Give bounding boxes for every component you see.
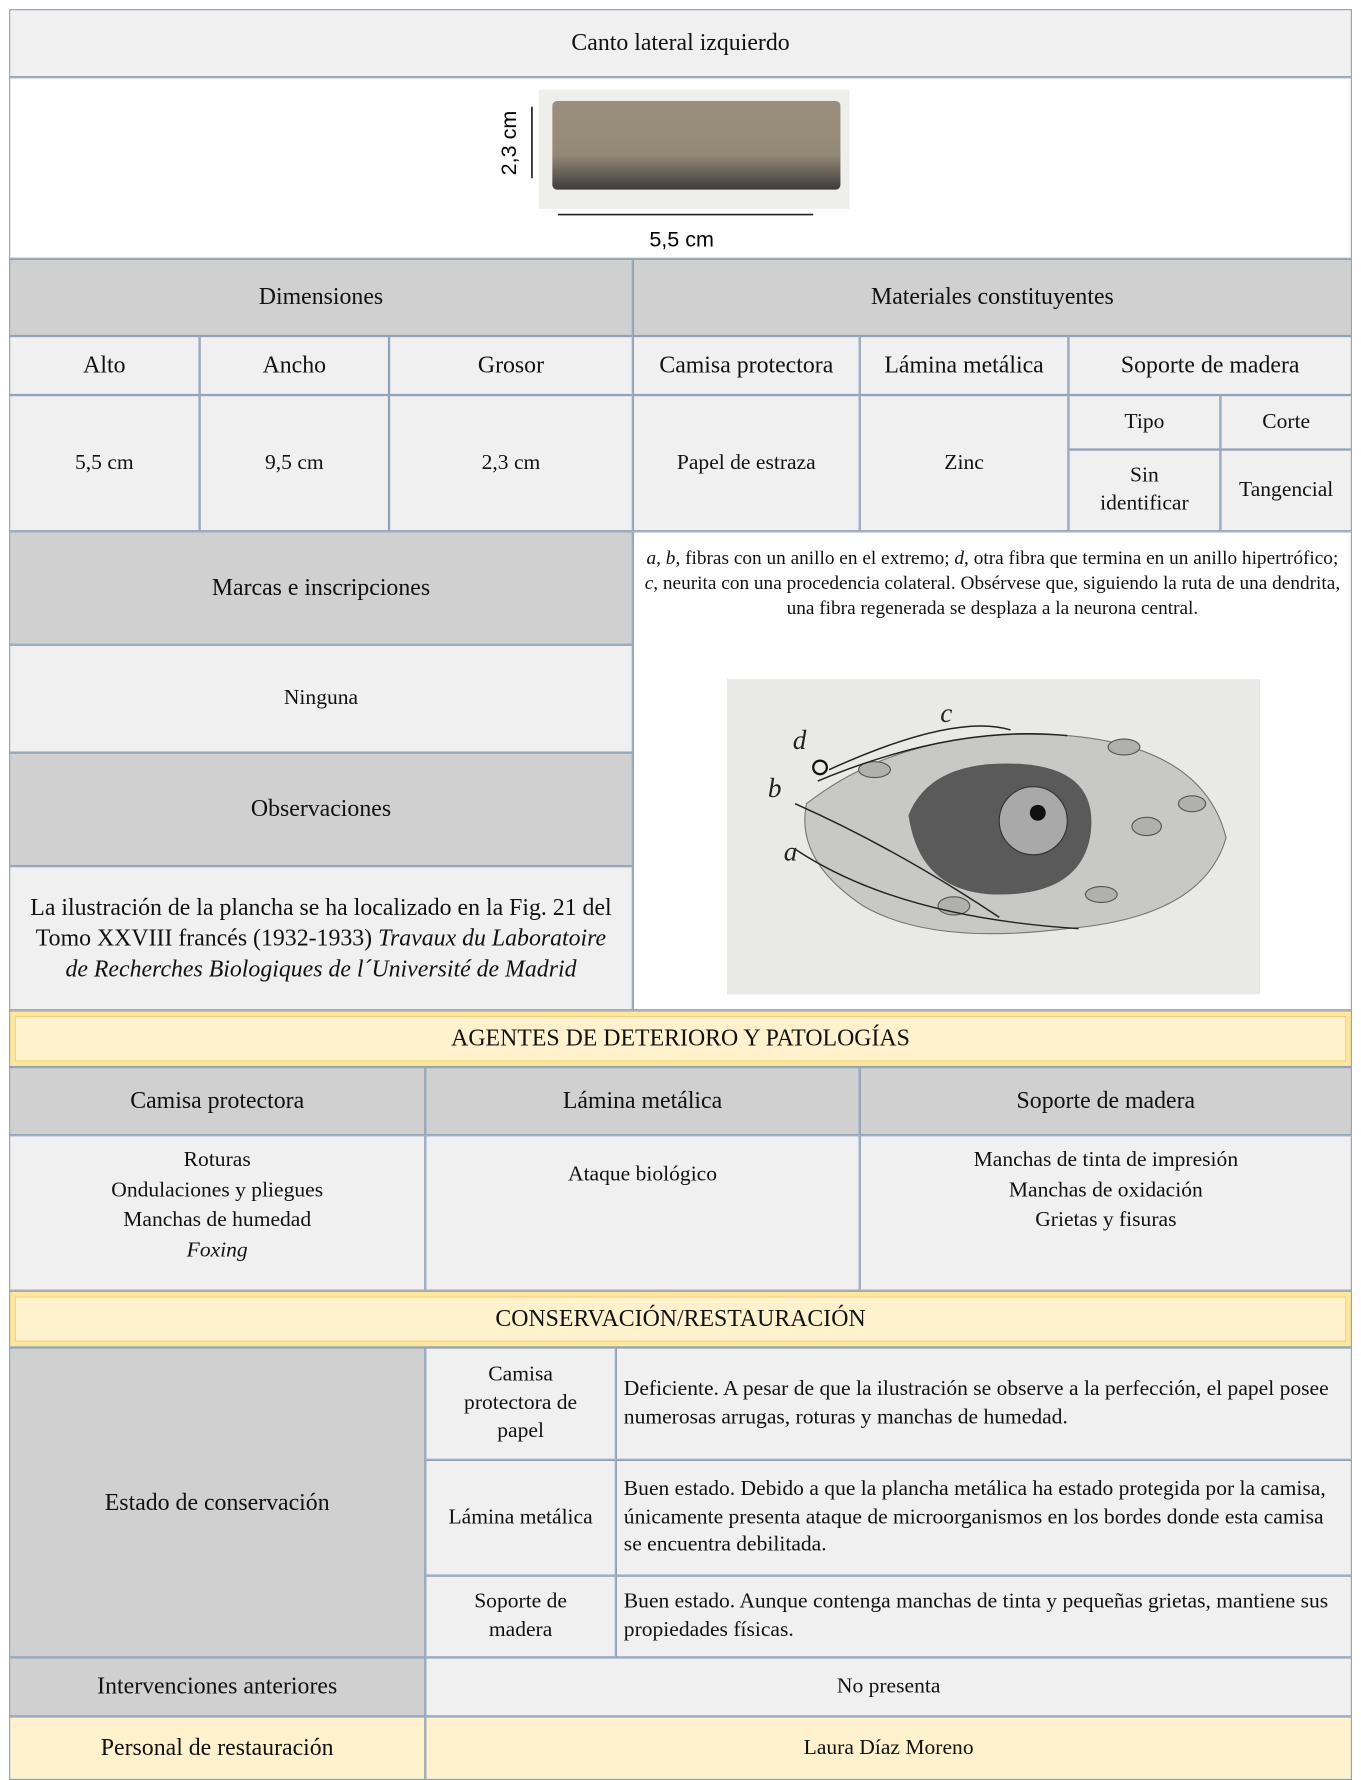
text: , otra fibra que termina en un anillo hi… [964,547,1339,569]
staff-value: Laura Díaz Moreno [425,1716,1352,1780]
text: b [665,547,676,569]
figure-label: b [768,773,782,803]
observations-text: La ilustración de la plancha se ha local… [9,866,633,1011]
value: 9,5 cm [199,395,390,532]
text: c [644,572,654,594]
value: Sin identificar [1068,449,1221,532]
marks-header: Marcas e inscripciones [9,531,633,645]
part: Camisa protectora de papel [425,1347,616,1460]
marks-value: Ninguna [9,644,633,753]
column-label: Grosor [389,336,633,396]
value: Tangencial [1220,449,1352,532]
column-label: Lámina metálica [425,1067,860,1136]
part: Lámina metálica [425,1459,616,1576]
dimensions-header: Dimensiones [9,258,633,337]
text: La ilustración de la plancha se ha local… [30,892,612,952]
title: Canto lateral izquierdo [9,9,1352,78]
item: Grietas y fisuras [1035,1208,1177,1232]
conservation-bar: CONSERVACIÓN/RESTAURACIÓN [9,1290,1352,1348]
list: Roturas Ondulaciones y pliegues Manchas de… [9,1135,426,1291]
text: , fibras con un anillo en el extremo; [675,547,955,569]
item: Ataque biológico [568,1162,718,1187]
conservation-title: CONSERVACIÓN/RESTAURACIÓN [14,1296,1347,1342]
text: , neurita con una procedencia colateral.… [653,572,1341,619]
column-label: Ancho [199,336,390,396]
agents-title: AGENTES DE DETERIORO Y PATOLOGÍAS [14,1016,1347,1062]
figure-label: c [940,698,952,728]
staff-label: Personal de restauración [9,1716,426,1780]
text: , [656,547,666,569]
materials-header: Materiales constituyentes [632,258,1352,337]
illustration: d c b a [727,678,1261,995]
part: Soporte de madera [425,1575,616,1658]
value: 2,3 cm [389,395,633,532]
previous-value: No presenta [425,1657,1352,1717]
stone-photo: 2,3 cm 5,5 cm [496,89,850,251]
figure-label: a [784,836,798,866]
previous-label: Intervenciones anteriores [9,1657,426,1717]
item: Manchas de tinta de impresión [973,1147,1239,1172]
item: Roturas [183,1147,251,1172]
item: Manchas de oxidación [1008,1177,1203,1202]
column-label: Camisa protectora [9,1067,426,1136]
column-label: Camisa protectora [632,336,860,396]
column-label: Lámina metálica [859,336,1069,396]
value: Zinc [859,395,1069,532]
state-text: Buen estado. Aunque contenga manchas de … [615,1575,1352,1658]
value: Papel de estraza [632,395,860,532]
sub-label: Tipo [1068,395,1221,450]
agents-bar: AGENTES DE DETERIORO Y PATOLOGÍAS [9,1010,1352,1068]
list: Ataque biológico [425,1135,860,1291]
photo-cell: 2,3 cm 5,5 cm [9,77,1352,259]
value: 5,5 cm [9,395,200,532]
sub-label: Corte [1220,395,1352,450]
height-label: 2,3 cm [496,111,521,176]
state-text: Deficiente. A pesar de que la ilustració… [615,1347,1352,1460]
item: Ondulaciones y pliegues [111,1177,324,1202]
observations-header: Observaciones [9,752,633,867]
text: d [954,547,965,569]
caption: a, b, fibras con un anillo en el extremo… [634,546,1351,621]
column-label: Soporte de madera [859,1067,1352,1136]
state-text: Buen estado. Debido a que la plancha met… [615,1459,1352,1576]
width-label: 5,5 cm [649,226,714,251]
column-label: Soporte de madera [1068,336,1352,396]
list: Manchas de tinta de impresión Manchas de … [859,1135,1352,1291]
item: Manchas de humedad [123,1208,312,1232]
state-label: Estado de conservación [9,1347,426,1658]
illustration-cell: a, b, fibras con un anillo en el extremo… [632,531,1352,1011]
figure-label: d [793,725,807,755]
column-label: Alto [9,336,200,396]
text: Travaux du Laboratoire de Recherches Bio… [65,923,607,983]
item: Foxing [186,1238,248,1263]
text: a [646,547,657,569]
